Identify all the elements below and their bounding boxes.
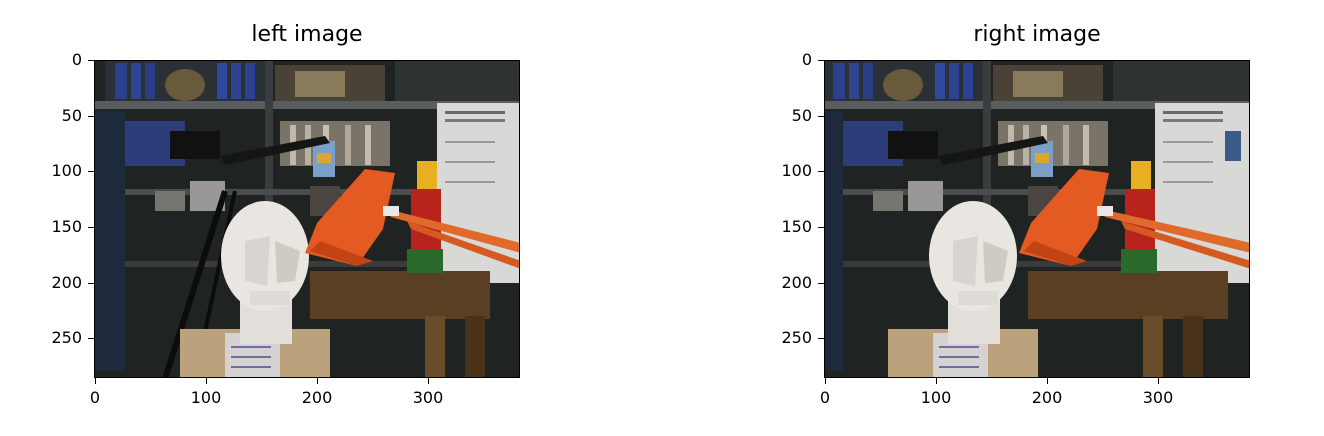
x-tick-mark (1047, 378, 1048, 384)
x-tick-mark (428, 378, 429, 384)
y-tick-label: 150 (781, 217, 812, 236)
x-tick-mark (317, 378, 318, 384)
y-tick-mark (818, 116, 824, 117)
x-tick-label: 0 (819, 388, 831, 407)
y-tick-label: 0 (801, 50, 812, 69)
y-tick-mark (818, 171, 824, 172)
x-tick-mark (1158, 378, 1159, 384)
panel-title: right image (973, 22, 1101, 47)
panel-title: left image (251, 22, 363, 47)
left-image-panel: left image (0, 0, 560, 436)
y-tick-label: 250 (781, 328, 812, 347)
x-tick-label: 100 (920, 388, 952, 407)
y-tick-mark (88, 283, 94, 284)
x-tick-mark (825, 378, 826, 384)
y-tick-label: 50 (791, 106, 812, 125)
stereo-scene-left-image (95, 61, 519, 377)
x-tick-label: 200 (1031, 388, 1063, 407)
y-tick-label: 0 (71, 50, 82, 69)
y-tick-mark (88, 227, 94, 228)
x-tick-label: 300 (1142, 388, 1174, 407)
x-tick-mark (206, 378, 207, 384)
y-tick-mark (88, 338, 94, 339)
y-tick-mark (88, 60, 94, 61)
x-tick-label: 100 (190, 388, 222, 407)
y-tick-mark (818, 227, 824, 228)
y-tick-label: 200 (781, 273, 812, 292)
y-tick-mark (818, 283, 824, 284)
y-tick-label: 100 (781, 161, 812, 180)
x-tick-label: 200 (301, 388, 333, 407)
y-tick-label: 100 (51, 161, 82, 180)
x-tick-label: 300 (412, 388, 444, 407)
x-tick-mark (95, 378, 96, 384)
y-tick-mark (88, 116, 94, 117)
y-tick-label: 50 (61, 106, 82, 125)
right-image-panel: right image (730, 0, 1290, 436)
y-tick-label: 250 (51, 328, 82, 347)
image-axes (94, 60, 520, 378)
stereo-scene-right-image (825, 61, 1249, 377)
image-axes (824, 60, 1250, 378)
x-tick-mark (936, 378, 937, 384)
y-tick-label: 200 (51, 273, 82, 292)
y-tick-mark (88, 171, 94, 172)
x-tick-label: 0 (89, 388, 101, 407)
y-tick-mark (818, 60, 824, 61)
y-tick-mark (818, 338, 824, 339)
y-tick-label: 150 (51, 217, 82, 236)
